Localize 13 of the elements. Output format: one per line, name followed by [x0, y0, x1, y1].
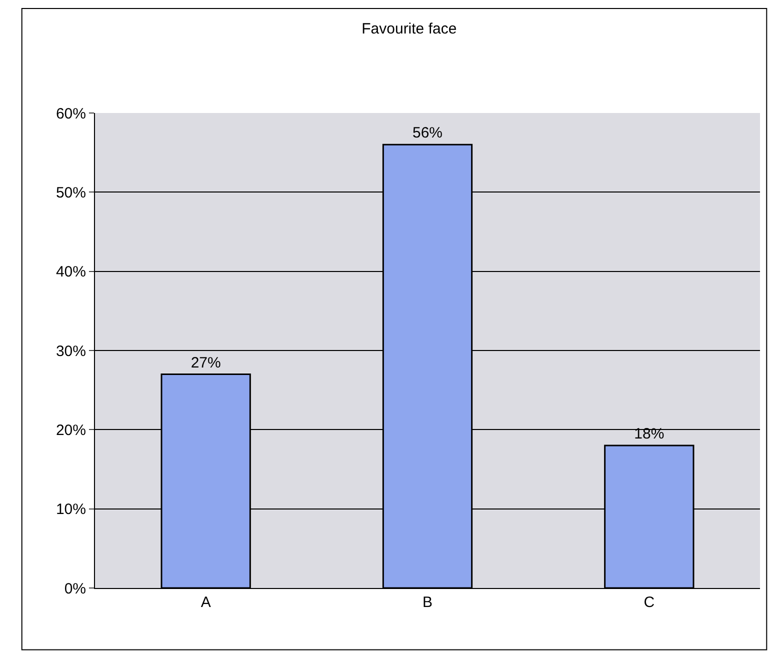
y-tick-label: 20%: [56, 422, 86, 439]
y-tick-label: 50%: [56, 184, 86, 202]
x-tick-label: C: [644, 594, 655, 611]
y-tick-label: 40%: [56, 264, 86, 281]
y-tick-label: 10%: [56, 501, 86, 518]
x-tick-label: A: [200, 594, 211, 611]
y-tick-label: 30%: [56, 342, 86, 360]
y-tick-label: 0%: [64, 580, 86, 598]
x-tick-label: B: [422, 594, 433, 611]
chart-title: Favourite face: [362, 20, 457, 38]
data-label: 27%: [190, 354, 221, 372]
data-label: 56%: [412, 124, 443, 142]
y-tick-label: 60%: [56, 105, 86, 122]
